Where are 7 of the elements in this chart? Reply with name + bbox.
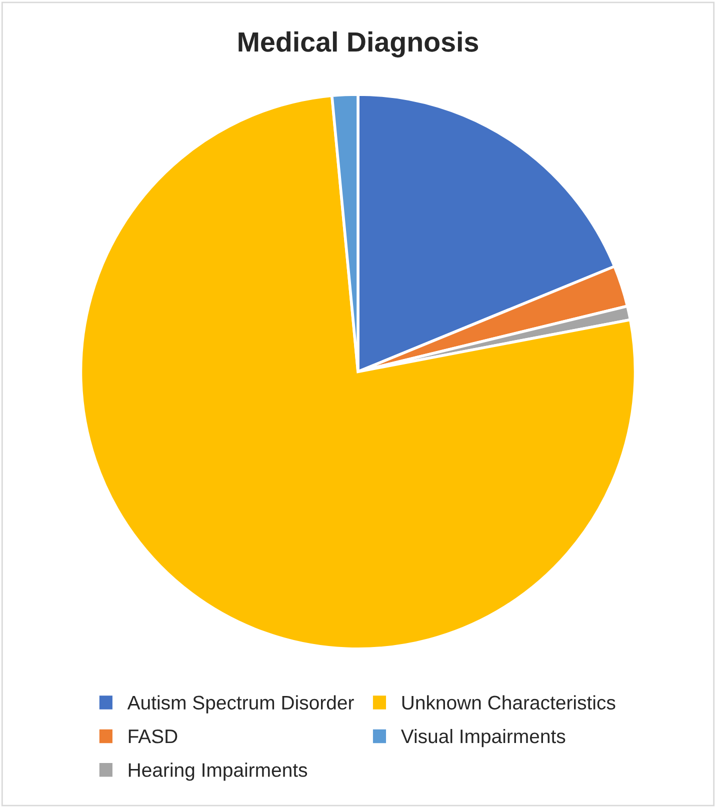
legend-label: Unknown Characteristics: [402, 695, 616, 710]
legend-label: Visual Impairments: [400, 728, 566, 748]
legend-label: Autism Spectrum Disorder: [127, 695, 354, 714]
legend-label: FASD: [128, 729, 178, 744]
chart-title: Medical Diagnosis: [238, 31, 478, 58]
pie-slice: [79, 94, 637, 650]
legend-label: Hearing Impairments: [128, 762, 308, 781]
